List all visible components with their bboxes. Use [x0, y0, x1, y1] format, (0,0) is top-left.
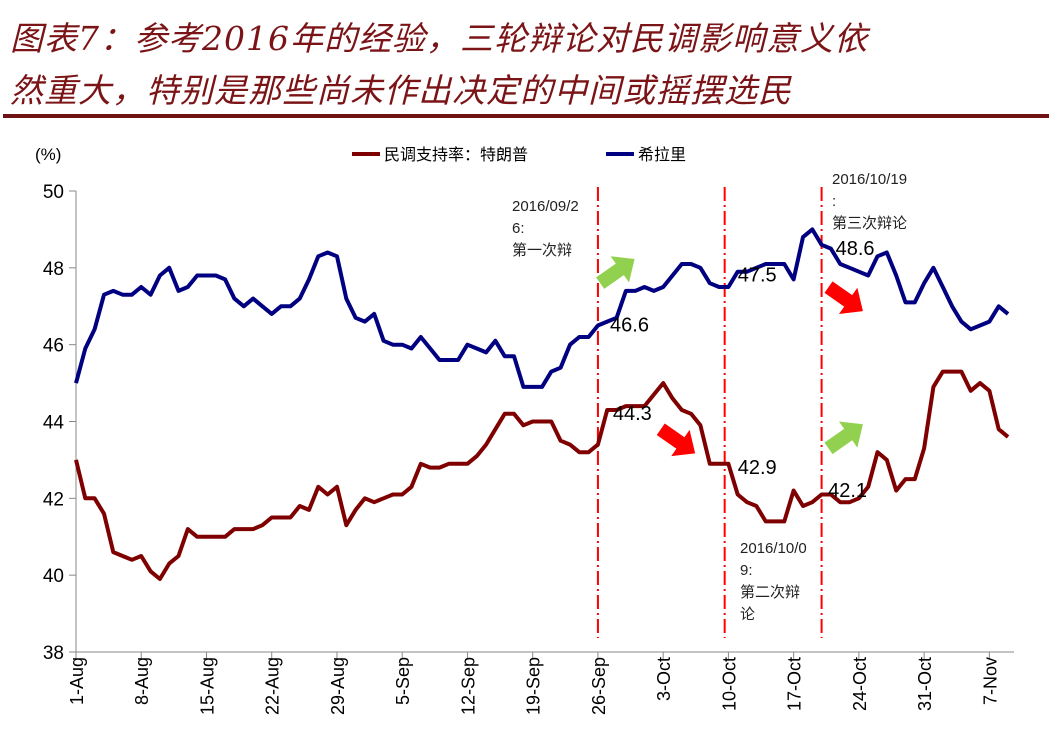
- debate-annotation: 第二次辩: [740, 583, 800, 601]
- data-label: 42.9: [738, 457, 777, 479]
- x-tick-label: 29-Aug: [328, 657, 348, 715]
- x-tick-label: 10-Oct: [719, 657, 739, 711]
- y-tick-label: 46: [43, 336, 64, 357]
- debate-annotation: 论: [740, 605, 755, 623]
- trend-arrow-up-icon: [824, 421, 863, 455]
- trend-arrow-down-icon: [824, 281, 863, 314]
- trend-arrow-up-icon: [596, 256, 635, 289]
- x-tick-label: 1-Aug: [67, 657, 87, 705]
- series-line-clinton: [74, 227, 1010, 389]
- y-tick-label: 40: [43, 566, 64, 587]
- legend: 民调支持率：特朗普 希拉里: [352, 145, 686, 164]
- x-tick-label: 12-Sep: [458, 657, 478, 715]
- title-divider: [3, 114, 1049, 118]
- y-tick-label: 42: [43, 489, 64, 510]
- y-tick-label: 50: [43, 182, 64, 203]
- arrow-shape: [656, 423, 696, 457]
- trend-arrow-down-icon: [656, 423, 696, 457]
- debate-annotation: 第一次辩: [512, 241, 572, 259]
- arrow-shape: [824, 421, 863, 455]
- x-tick-label: 19-Sep: [524, 657, 544, 715]
- x-tick-label: 17-Oct: [785, 657, 805, 711]
- debate-annotation: 2016/09/2: [512, 198, 579, 215]
- x-tick-label: 3-Oct: [654, 657, 674, 701]
- debate-annotation: :: [832, 193, 836, 210]
- data-label: 48.6: [836, 238, 875, 260]
- series-line-trump: [74, 369, 1010, 581]
- arrow-shape: [824, 281, 863, 314]
- y-tick-label: 38: [43, 643, 64, 664]
- data-label: 42.1: [828, 480, 867, 502]
- chart-title-line-1: 图表7：参考2016年的经验，三轮辩论对民调影响意义依: [10, 19, 868, 58]
- legend-label-clinton: 希拉里: [638, 145, 686, 164]
- x-tick-label: 22-Aug: [263, 657, 283, 715]
- debate-annotation: 6:: [512, 220, 525, 237]
- legend-label-trump: 民调支持率：特朗普: [384, 145, 528, 164]
- debate-annotation: 2016/10/0: [740, 540, 807, 557]
- arrow-shape: [596, 256, 635, 289]
- chart-title-line-2: 然重大，特别是那些尚未作出决定的中间或摇摆选民: [10, 71, 792, 110]
- x-tick-label: 24-Oct: [850, 657, 870, 711]
- y-tick-label: 44: [43, 413, 65, 434]
- data-label: 46.6: [610, 315, 649, 337]
- debate-annotation: 9:: [740, 562, 753, 579]
- x-tick-label: 8-Aug: [132, 657, 152, 705]
- data-label: 44.3: [613, 403, 652, 425]
- debate-annotation: 2016/10/19: [832, 171, 907, 188]
- x-tick-label: 15-Aug: [197, 657, 217, 715]
- data-label: 47.5: [738, 265, 777, 287]
- debate-annotation: 第三次辩论: [832, 214, 907, 232]
- x-tick-label: 7-Nov: [980, 657, 1000, 705]
- x-tick-label: 5-Sep: [393, 657, 413, 705]
- y-tick-label: 48: [43, 259, 64, 280]
- x-tick-label: 26-Sep: [589, 657, 609, 715]
- x-tick-label: 31-Oct: [915, 657, 935, 711]
- y-axis-unit: (%): [35, 145, 61, 164]
